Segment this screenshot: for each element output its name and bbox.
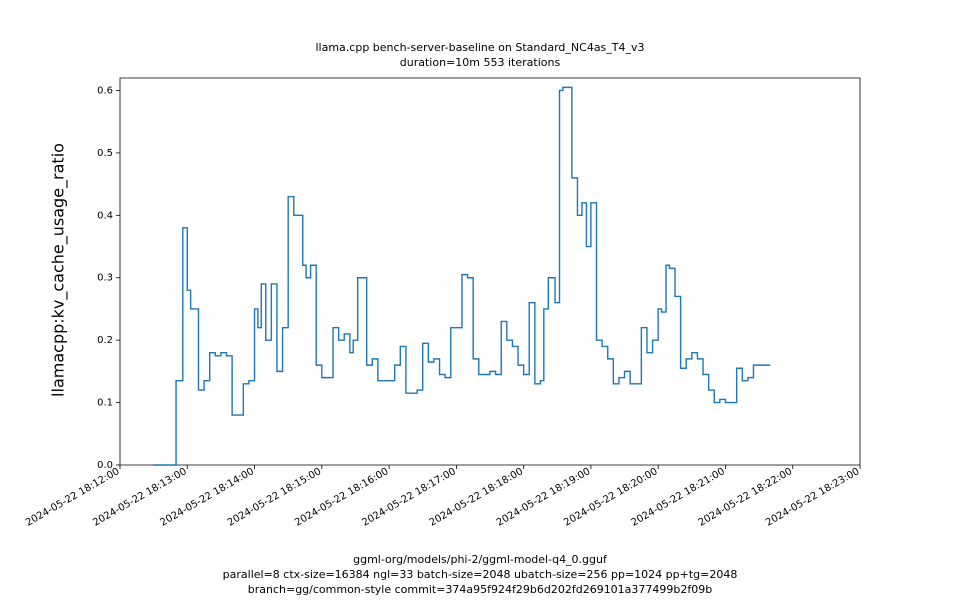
chart-svg: 0.00.10.20.30.40.50.62024-05-22 18:12:00…: [0, 0, 960, 600]
y-tick-label: 0.1: [97, 398, 113, 409]
y-tick-label: 0.3: [97, 273, 113, 284]
y-tick-label: 0.6: [97, 85, 113, 96]
footer-line-1: ggml-org/models/phi-2/ggml-model-q4_0.gg…: [0, 553, 960, 568]
plot-spines: [120, 78, 860, 465]
chart-container: llama.cpp bench-server-baseline on Stand…: [0, 0, 960, 600]
y-tick-label: 0.5: [97, 148, 113, 159]
footer-line-3: branch=gg/common-style commit=374a95f924…: [0, 583, 960, 598]
y-tick-label: 0.2: [97, 335, 113, 346]
chart-footer: ggml-org/models/phi-2/ggml-model-q4_0.gg…: [0, 553, 960, 598]
data-series-line: [154, 87, 771, 465]
y-tick-label: 0.4: [97, 210, 113, 221]
footer-line-2: parallel=8 ctx-size=16384 ngl=33 batch-s…: [0, 568, 960, 583]
